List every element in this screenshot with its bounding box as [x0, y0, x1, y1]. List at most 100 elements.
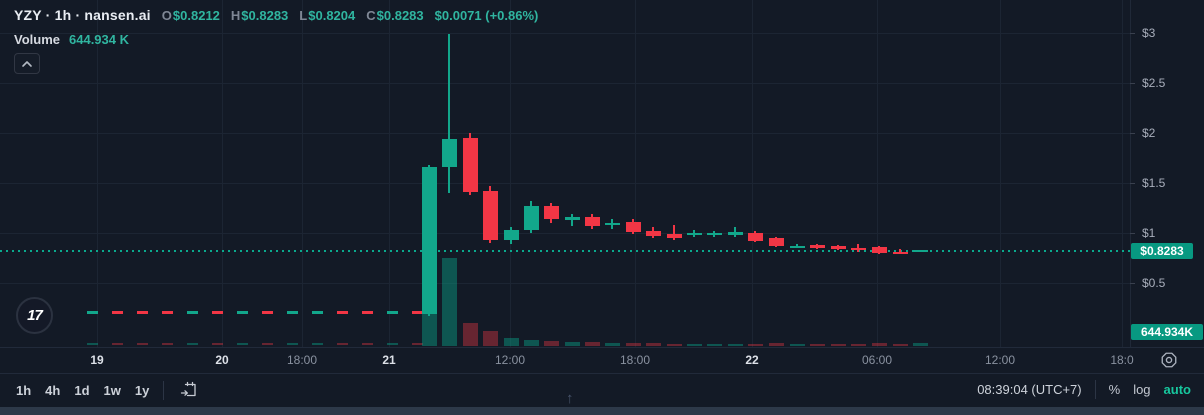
- volume-bar[interactable]: [625, 343, 641, 346]
- volume-bar[interactable]: [768, 343, 784, 346]
- candle[interactable]: [830, 246, 846, 249]
- candle[interactable]: [809, 245, 825, 248]
- interval-buttons: 1h 4h 1d 1w 1y: [16, 383, 149, 398]
- candle[interactable]: [892, 251, 908, 254]
- volume-bar[interactable]: [706, 344, 722, 346]
- price-axis[interactable]: $3 $2.5 $2 $1.5 $1 $0.5: [1130, 0, 1204, 347]
- candle[interactable]: [421, 167, 437, 314]
- interval-button-1h[interactable]: 1h: [16, 382, 32, 398]
- interval-button-4h[interactable]: 4h: [45, 382, 61, 398]
- flat-candle[interactable]: [387, 311, 398, 314]
- flat-volume-bar: [212, 343, 223, 345]
- time-tick-label: 18:00: [286, 353, 318, 367]
- flat-candle[interactable]: [112, 311, 123, 314]
- candle[interactable]: [706, 233, 722, 235]
- chart-pane[interactable]: [0, 0, 1130, 347]
- candle[interactable]: [912, 250, 928, 253]
- candle[interactable]: [789, 245, 805, 248]
- go-to-date-icon[interactable]: [178, 379, 200, 401]
- flat-candle[interactable]: [412, 311, 423, 314]
- volume-bar[interactable]: [789, 344, 805, 346]
- candle[interactable]: [645, 231, 661, 236]
- volume-bar[interactable]: [564, 342, 580, 346]
- flat-candle[interactable]: [162, 311, 173, 314]
- candle[interactable]: [727, 232, 743, 235]
- clock-timezone-button[interactable]: 08:39:04 (UTC+7): [977, 382, 1082, 397]
- volume-bar[interactable]: [912, 343, 928, 346]
- toolbar-divider: [163, 380, 165, 400]
- volume-label[interactable]: Volume: [14, 32, 60, 47]
- volume-bar[interactable]: [727, 344, 743, 346]
- candle[interactable]: [604, 223, 620, 225]
- time-axis[interactable]: 19 20 18:00 21 12:00 18:00 22 06:00 12:00 18:0: [0, 347, 1204, 373]
- candle-wick: [899, 248, 901, 254]
- horizontal-gridline: [0, 83, 1130, 84]
- gear-icon[interactable]: [1160, 351, 1178, 369]
- horizontal-gridline: [0, 33, 1130, 34]
- ohlc-close: C$0.8283: [366, 8, 424, 23]
- volume-bar[interactable]: [482, 331, 498, 346]
- volume-bar[interactable]: [503, 338, 519, 346]
- candle[interactable]: [584, 217, 600, 226]
- candle[interactable]: [482, 191, 498, 240]
- candle[interactable]: [747, 233, 763, 241]
- flat-volume-bar: [137, 343, 148, 345]
- flat-candle[interactable]: [187, 311, 198, 314]
- candle[interactable]: [503, 230, 519, 240]
- volume-bar[interactable]: [645, 343, 661, 346]
- flat-candle[interactable]: [137, 311, 148, 314]
- volume-bar[interactable]: [830, 344, 846, 346]
- last-price-line: [0, 250, 1130, 252]
- tradingview-logo-glyph: 17: [27, 307, 43, 324]
- volume-bar[interactable]: [850, 344, 866, 346]
- candle[interactable]: [564, 217, 580, 220]
- candle[interactable]: [850, 247, 866, 250]
- candle[interactable]: [666, 234, 682, 238]
- flat-candle[interactable]: [262, 311, 273, 314]
- flat-candle[interactable]: [312, 311, 323, 314]
- candle[interactable]: [441, 139, 457, 167]
- flat-candle[interactable]: [87, 311, 98, 314]
- percent-scale-button[interactable]: %: [1108, 382, 1121, 397]
- symbol-title[interactable]: YZY · 1h · nansen.ai: [14, 7, 151, 23]
- flat-candle[interactable]: [212, 311, 223, 314]
- flat-volume-bar: [337, 343, 348, 345]
- flat-volume-bar: [287, 343, 298, 345]
- expand-panel-arrow-icon[interactable]: ↑: [566, 390, 574, 407]
- volume-bar[interactable]: [604, 343, 620, 346]
- interval-button-1d[interactable]: 1d: [74, 382, 90, 398]
- flat-volume-bar: [162, 343, 173, 345]
- candle[interactable]: [523, 206, 539, 230]
- volume-bar[interactable]: [871, 343, 887, 346]
- time-tick-label: 18:00: [619, 353, 651, 367]
- flat-volume-bar: [87, 343, 98, 345]
- volume-bar[interactable]: [686, 344, 702, 346]
- flat-volume-bar: [362, 343, 373, 345]
- candle[interactable]: [768, 238, 784, 246]
- volume-bar[interactable]: [441, 258, 457, 346]
- volume-bar[interactable]: [892, 344, 908, 346]
- candle[interactable]: [543, 206, 559, 219]
- log-scale-button[interactable]: log: [1133, 382, 1151, 397]
- interval-button-1y[interactable]: 1y: [134, 382, 150, 398]
- candle[interactable]: [686, 233, 702, 235]
- collapse-legend-button[interactable]: [14, 53, 40, 74]
- candle[interactable]: [871, 247, 887, 253]
- flat-candle[interactable]: [362, 311, 373, 314]
- flat-candle[interactable]: [237, 311, 248, 314]
- flat-volume-bar: [387, 343, 398, 345]
- volume-bar[interactable]: [523, 340, 539, 346]
- candle[interactable]: [625, 222, 641, 232]
- volume-bar[interactable]: [747, 344, 763, 346]
- auto-scale-button[interactable]: auto: [1163, 382, 1191, 397]
- interval-button-1w[interactable]: 1w: [103, 382, 121, 398]
- volume-bar[interactable]: [584, 342, 600, 346]
- flat-candle[interactable]: [337, 311, 348, 314]
- tradingview-logo[interactable]: 17: [16, 297, 53, 334]
- volume-bar[interactable]: [666, 344, 682, 346]
- volume-bar[interactable]: [809, 344, 825, 346]
- volume-bar[interactable]: [462, 323, 478, 346]
- flat-candle[interactable]: [287, 311, 298, 314]
- volume-bar[interactable]: [543, 341, 559, 346]
- candle[interactable]: [462, 138, 478, 192]
